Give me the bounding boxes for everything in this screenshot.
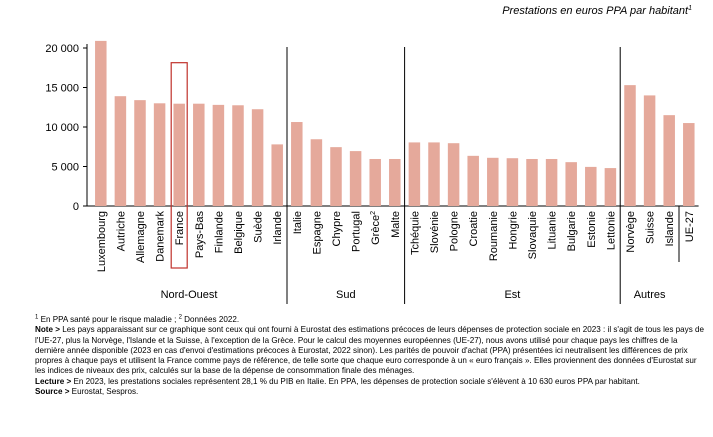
x-axis-labels: Luxembourg Autriche Allemagne Danemark Franc… [96, 211, 696, 273]
bar-belgique [232, 105, 244, 206]
bar-lettonie [604, 168, 617, 206]
lecture-paragraph: Lecture > En 2023, les prestations socia… [35, 376, 640, 386]
x-tick-label: Malte [390, 211, 402, 238]
x-tick-label: Lituanie [547, 211, 559, 250]
x-tick-label: Finlande [213, 211, 225, 253]
bar-slov-nie [428, 142, 440, 206]
bar-italie [291, 122, 303, 206]
source-paragraph: Source > Eurostat, Sespros. [35, 387, 139, 397]
bar-norv-ge [624, 85, 636, 206]
x-tick-label: Italie [292, 211, 304, 234]
footnotes: 1 En PPA santé pour le risque maladie ; … [35, 314, 240, 324]
group-separators: Nord-Ouest Sud Est Autres [161, 47, 680, 304]
bar-su-de [251, 109, 264, 206]
bar-islande [663, 115, 675, 206]
group-label: Sud [336, 289, 356, 301]
x-tick-label: Roumanie [488, 211, 500, 261]
unit-label: Prestations en euros PPA par habitant1 [502, 5, 692, 17]
bar-luxembourg [95, 40, 107, 206]
bar-finlande [212, 104, 225, 206]
x-tick-label: France [174, 211, 186, 245]
y-tick-label: 0 [73, 201, 79, 213]
highlight-box-france [170, 62, 188, 269]
x-tick-label: Belgique [233, 211, 245, 254]
bar-lituanie [545, 158, 558, 206]
x-tick-label: UE-27 [684, 211, 696, 242]
x-tick-label: Suisse [645, 211, 657, 244]
bars [95, 40, 695, 269]
bar-croatie [467, 155, 479, 206]
bar-bulgarie [565, 162, 577, 206]
note-paragraph: Note > Les pays apparaissant sur ce grap… [35, 325, 705, 376]
group-label: Nord-Ouest [161, 289, 218, 301]
x-tick-label: Islande [664, 211, 676, 246]
x-tick-label: Luxembourg [96, 211, 108, 272]
bar-estonie [585, 166, 597, 206]
x-tick-label: Tchéquie [409, 211, 421, 255]
bar-slovaquie [526, 158, 538, 206]
x-tick-label: Autriche [115, 211, 127, 251]
x-tick-label: Bulgarie [566, 211, 578, 251]
bar-tch-quie [408, 142, 421, 206]
x-tick-label: Pays-Bas [194, 211, 206, 259]
bar-irlande [271, 144, 283, 206]
bar-hongrie [506, 158, 519, 206]
x-tick-label: Norvège [625, 211, 637, 253]
bar-malte [389, 158, 401, 206]
group-label: Est [504, 289, 520, 301]
group-label: Autres [634, 289, 666, 301]
bar-ue-27 [683, 123, 695, 206]
bar-france [173, 103, 185, 206]
bar-autriche [114, 96, 127, 206]
x-tick-label: Danemark [155, 211, 167, 262]
x-tick-label: Portugal [351, 211, 363, 252]
bar-gr-ce [369, 158, 381, 206]
bar-chart: Prestations en euros PPA par habitant1 0… [45, 5, 699, 304]
bar-espagne [310, 139, 323, 206]
bar-danemark [153, 103, 166, 206]
y-tick-label: 15 000 [45, 83, 79, 95]
y-tick-label: 20 000 [45, 43, 79, 55]
x-tick-label: Slovaquie [527, 211, 539, 259]
bar-pologne [447, 143, 460, 206]
x-tick-label: Allemagne [135, 211, 147, 263]
x-tick-label: Suède [253, 211, 265, 243]
y-tick-label: 10 000 [45, 122, 79, 134]
x-tick-label: Chypre [331, 211, 343, 246]
bar-suisse [643, 95, 656, 206]
x-tick-label: Croatie [468, 211, 480, 246]
x-tick-label: Irlande [272, 211, 284, 245]
x-tick-label: Lettonie [605, 211, 617, 250]
chart-notes: 1 En PPA santé pour le risque maladie ; … [35, 314, 707, 397]
x-tick-label: Pologne [449, 211, 461, 251]
x-tick-label: Slovénie [429, 211, 441, 253]
bar-allemagne [134, 100, 146, 206]
bar-portugal [349, 151, 362, 206]
x-tick-label: Grèce2 [370, 211, 382, 245]
y-tick-label: 5 000 [51, 162, 79, 174]
bar-roumanie [487, 157, 499, 206]
x-tick-label: Espagne [311, 211, 323, 254]
bar-pays-bas [193, 103, 205, 206]
x-tick-label: Estonie [586, 211, 598, 248]
x-tick-label: Hongrie [507, 211, 519, 250]
bar-chypre [330, 147, 342, 206]
